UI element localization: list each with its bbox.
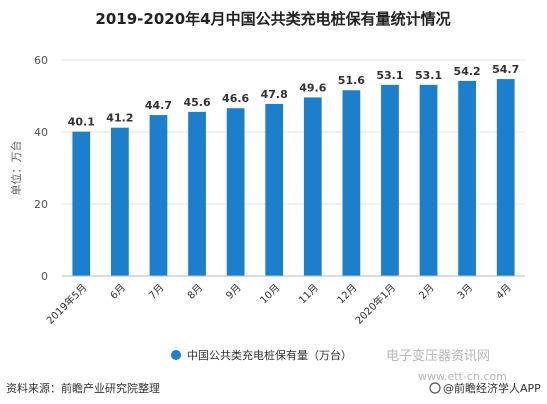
bar-1	[111, 127, 129, 277]
y-axis-label: 单位：万台	[9, 141, 23, 196]
y-tick-label-3: 60	[34, 54, 48, 67]
data-label-0: 40.1	[68, 116, 95, 129]
app-logo-icon	[429, 382, 441, 394]
watermark-site-url: www.ett-cn.com	[418, 370, 507, 383]
bar-5	[265, 103, 284, 276]
y-tick-label-2: 40	[34, 126, 48, 139]
data-labels: 40.1 41.2 44.7 45.6 46.6 47.8 49.6 51.6 53.1 53.1…	[68, 63, 520, 129]
y-tick-label-0: 0	[41, 270, 48, 283]
app-credit: @前瞻经济学人APP	[429, 381, 541, 395]
bar-4	[226, 108, 245, 277]
source-note: 资料来源：前瞻产业研究院整理	[6, 381, 160, 395]
bar-3	[188, 111, 206, 276]
x-tick-label-7: 12月	[335, 282, 360, 307]
x-tick-label-0: 2019年5月	[44, 281, 90, 327]
legend-swatch	[171, 350, 181, 360]
x-tick-label-3: 8月	[185, 282, 205, 302]
legend-label: 中国公共类充电桩保有量（万台）	[187, 348, 352, 362]
y-axis-ticks: 0 20 40 60	[34, 54, 48, 283]
data-label-9: 53.1	[415, 69, 442, 82]
data-label-1: 41.2	[106, 112, 133, 125]
bar-7	[342, 90, 361, 277]
data-label-3: 45.6	[183, 96, 210, 109]
data-label-6: 49.6	[299, 81, 326, 94]
x-tick-label-10: 3月	[455, 282, 475, 302]
bar-8	[381, 84, 399, 276]
bar-0	[72, 131, 91, 276]
x-tick-label-9: 2月	[417, 282, 437, 302]
bar-10	[458, 80, 476, 276]
x-tick-label-4: 9月	[224, 282, 244, 302]
x-tick-label-6: 11月	[296, 282, 321, 307]
bar-9	[419, 84, 438, 276]
x-tick-label-5: 10月	[258, 282, 283, 307]
data-label-10: 54.2	[454, 65, 481, 78]
bar-2	[149, 115, 168, 276]
data-label-7: 51.6	[338, 74, 365, 87]
app-credit-text: @前瞻经济学人APP	[443, 381, 541, 395]
legend: 中国公共类充电桩保有量（万台）	[171, 348, 352, 362]
x-tick-label-8: 2020年1月	[352, 281, 398, 327]
bar-6	[303, 97, 322, 276]
x-tick-label-11: 4月	[494, 282, 514, 302]
x-tick-label-2: 7月	[147, 282, 167, 302]
data-label-2: 44.7	[145, 99, 172, 112]
data-label-8: 53.1	[376, 69, 403, 82]
bar-series	[72, 79, 515, 277]
data-label-11: 54.7	[492, 63, 519, 76]
data-label-4: 46.6	[222, 92, 249, 105]
site-watermark: 电子变压器资讯网 www.ett-cn.com	[386, 348, 507, 383]
grid-lines	[62, 59, 525, 205]
data-label-5: 47.8	[261, 88, 288, 101]
chart-title: 2019-2020年4月中国公共类充电桩保有量统计情况	[95, 10, 450, 28]
x-tick-label-1: 6月	[108, 282, 128, 302]
bar-11	[496, 79, 515, 276]
y-tick-label-1: 20	[34, 198, 48, 211]
watermark-site-name: 电子变压器资讯网	[386, 348, 490, 364]
